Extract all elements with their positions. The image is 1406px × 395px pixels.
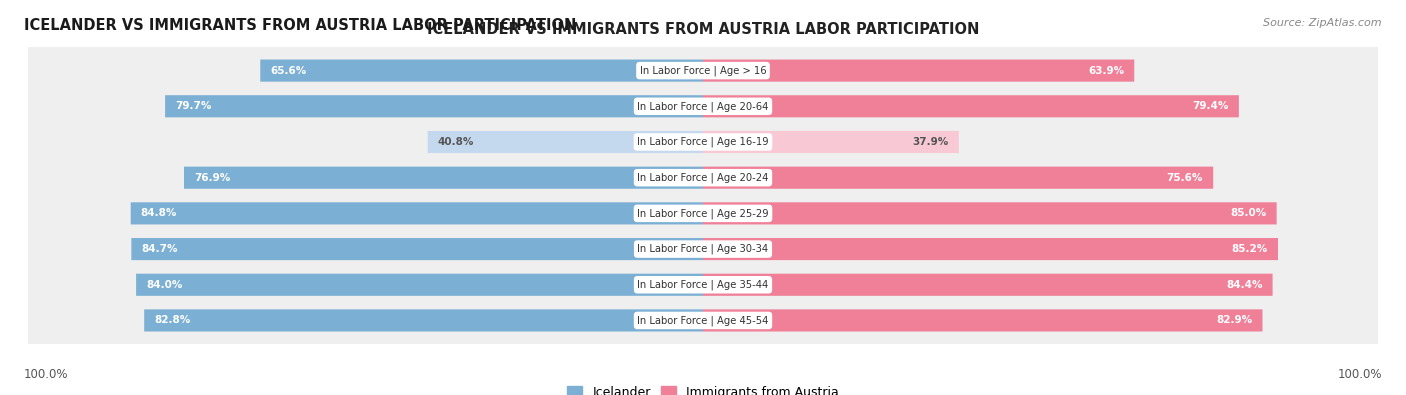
FancyBboxPatch shape [184,167,703,189]
Text: 79.7%: 79.7% [176,101,212,111]
FancyBboxPatch shape [703,238,1278,260]
FancyBboxPatch shape [703,274,1272,296]
FancyBboxPatch shape [25,181,1381,246]
Text: 84.0%: 84.0% [146,280,183,290]
Text: 100.0%: 100.0% [24,368,69,381]
FancyBboxPatch shape [703,95,1239,117]
Text: 37.9%: 37.9% [912,137,949,147]
Text: 75.6%: 75.6% [1167,173,1204,182]
Text: Source: ZipAtlas.com: Source: ZipAtlas.com [1264,18,1382,28]
FancyBboxPatch shape [703,60,1135,82]
FancyBboxPatch shape [145,309,703,331]
FancyBboxPatch shape [25,38,1381,103]
FancyBboxPatch shape [703,309,1263,331]
Text: In Labor Force | Age 35-44: In Labor Force | Age 35-44 [637,280,769,290]
Text: 84.7%: 84.7% [142,244,179,254]
Text: In Labor Force | Age 30-34: In Labor Force | Age 30-34 [637,244,769,254]
Text: 100.0%: 100.0% [1337,368,1382,381]
Text: 85.0%: 85.0% [1230,209,1267,218]
Text: 84.8%: 84.8% [141,209,177,218]
Text: In Labor Force | Age 20-24: In Labor Force | Age 20-24 [637,173,769,183]
Text: 79.4%: 79.4% [1192,101,1229,111]
FancyBboxPatch shape [703,131,959,153]
Text: ICELANDER VS IMMIGRANTS FROM AUSTRIA LABOR PARTICIPATION: ICELANDER VS IMMIGRANTS FROM AUSTRIA LAB… [427,22,979,37]
Text: 85.2%: 85.2% [1232,244,1268,254]
Text: In Labor Force | Age 25-29: In Labor Force | Age 25-29 [637,208,769,218]
FancyBboxPatch shape [131,238,703,260]
Text: In Labor Force | Age > 16: In Labor Force | Age > 16 [640,65,766,76]
FancyBboxPatch shape [703,167,1213,189]
Legend: Icelander, Immigrants from Austria: Icelander, Immigrants from Austria [564,382,842,395]
Text: 63.9%: 63.9% [1088,66,1125,75]
Text: ICELANDER VS IMMIGRANTS FROM AUSTRIA LABOR PARTICIPATION: ICELANDER VS IMMIGRANTS FROM AUSTRIA LAB… [24,18,576,33]
FancyBboxPatch shape [25,74,1381,139]
FancyBboxPatch shape [25,216,1381,282]
Text: In Labor Force | Age 45-54: In Labor Force | Age 45-54 [637,315,769,326]
Text: 65.6%: 65.6% [270,66,307,75]
FancyBboxPatch shape [25,109,1381,175]
FancyBboxPatch shape [165,95,703,117]
Text: In Labor Force | Age 20-64: In Labor Force | Age 20-64 [637,101,769,111]
FancyBboxPatch shape [260,60,703,82]
FancyBboxPatch shape [131,202,703,224]
Text: 82.9%: 82.9% [1216,316,1253,325]
FancyBboxPatch shape [427,131,703,153]
FancyBboxPatch shape [25,145,1381,210]
Text: 40.8%: 40.8% [437,137,474,147]
FancyBboxPatch shape [703,202,1277,224]
FancyBboxPatch shape [25,252,1381,317]
FancyBboxPatch shape [136,274,703,296]
Text: 84.4%: 84.4% [1226,280,1263,290]
Text: 82.8%: 82.8% [155,316,191,325]
Text: In Labor Force | Age 16-19: In Labor Force | Age 16-19 [637,137,769,147]
Text: 76.9%: 76.9% [194,173,231,182]
FancyBboxPatch shape [25,288,1381,353]
